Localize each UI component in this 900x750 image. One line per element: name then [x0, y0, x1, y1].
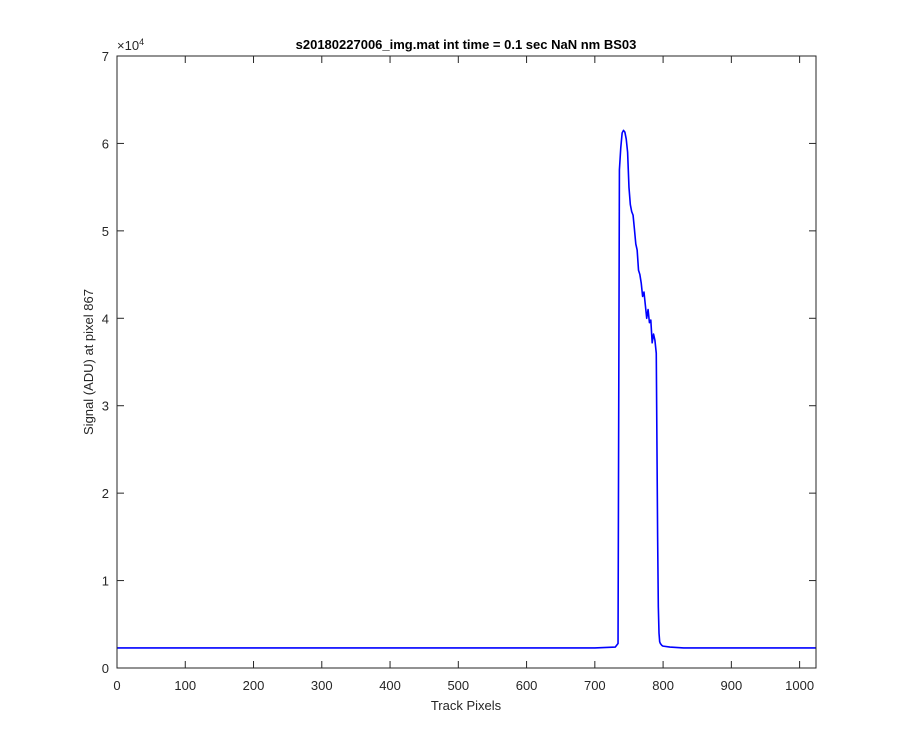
x-tick-label: 600: [516, 678, 538, 693]
y-exponent-power: 4: [139, 37, 144, 47]
x-tick-label: 800: [652, 678, 674, 693]
y-exponent-base: ×10: [117, 38, 139, 53]
x-tick-label: 900: [721, 678, 743, 693]
x-tick-label: 100: [174, 678, 196, 693]
y-exponent-label: ×104: [117, 37, 144, 53]
y-tick-label: 1: [102, 574, 109, 589]
x-tick-label: 300: [311, 678, 333, 693]
y-tick-label: 4: [102, 311, 109, 326]
y-tick-label: 3: [102, 399, 109, 414]
y-tick-label: 2: [102, 486, 109, 501]
y-tick-label: 6: [102, 136, 109, 151]
x-tick-label: 700: [584, 678, 606, 693]
chart-title: s20180227006_img.mat int time = 0.1 sec …: [296, 37, 637, 52]
x-tick-label: 1000: [785, 678, 814, 693]
x-tick-label: 500: [447, 678, 469, 693]
x-axis-ticks: 0 100 200 300 400 500 600 700 800 900 1000: [113, 56, 814, 693]
y-tick-label: 0: [102, 661, 109, 676]
x-tick-label: 200: [243, 678, 265, 693]
y-tick-label: 7: [102, 49, 109, 64]
x-tick-label: 400: [379, 678, 401, 693]
x-axis-label: Track Pixels: [431, 698, 502, 713]
y-axis-label: Signal (ADU) at pixel 867: [81, 289, 96, 435]
series-line: [117, 129, 816, 649]
plot-area: [117, 56, 816, 668]
plot-frame: [116, 55, 817, 669]
y-tick-label: 5: [102, 224, 109, 239]
x-tick-label: 0: [113, 678, 120, 693]
